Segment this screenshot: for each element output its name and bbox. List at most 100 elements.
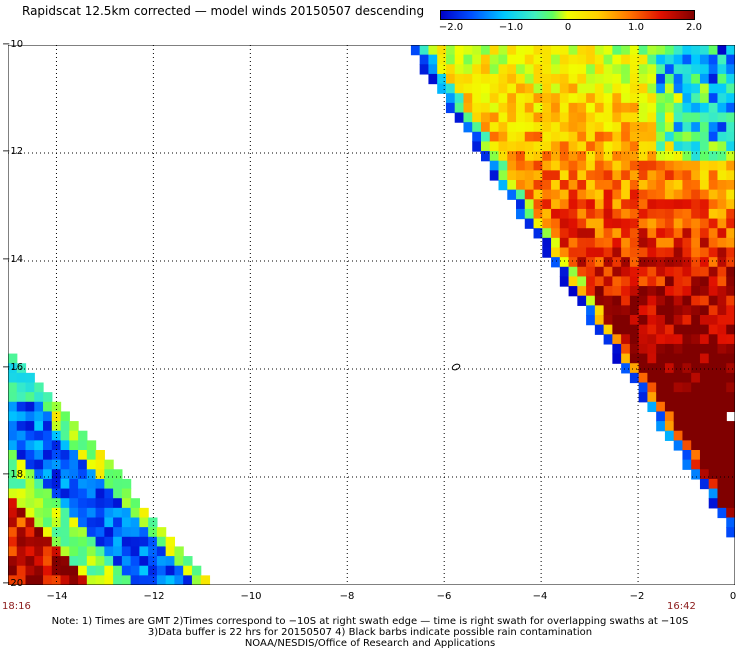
heatmap-cell — [594, 102, 605, 114]
heatmap-cell — [60, 556, 70, 567]
heatmap-cell — [603, 45, 613, 56]
heatmap-cell — [594, 45, 605, 56]
heatmap-cell — [629, 54, 640, 65]
heatmap-cell — [498, 131, 508, 143]
heatmap-cell — [34, 411, 44, 422]
heatmap-cell — [542, 64, 552, 75]
heatmap-cell — [43, 459, 53, 470]
heatmap-cell — [472, 73, 482, 85]
heatmap-cell — [559, 228, 570, 239]
heatmap-cell — [174, 575, 184, 585]
heatmap-cell — [16, 507, 27, 519]
heatmap-cell — [699, 401, 710, 413]
heatmap-cell — [516, 54, 526, 65]
heatmap-cell — [673, 286, 684, 297]
heatmap-cell — [612, 131, 622, 143]
heatmap-cell — [34, 536, 44, 548]
heatmap-cell — [629, 180, 640, 191]
x-tick-label: −4 — [532, 591, 548, 602]
heatmap-cell — [629, 170, 640, 181]
heatmap-cell — [664, 315, 675, 326]
heatmap-cell — [673, 83, 684, 94]
heatmap-cell — [51, 498, 62, 509]
heatmap-cell — [638, 151, 649, 162]
heatmap-cell — [603, 170, 613, 181]
heatmap-cell — [708, 411, 719, 422]
heatmap-cell — [559, 64, 570, 75]
heatmap-cell — [51, 507, 62, 519]
heatmap-cell — [60, 421, 70, 432]
heatmap-cell — [489, 131, 500, 143]
heatmap-cell — [148, 556, 158, 567]
heatmap-cell — [16, 363, 27, 374]
heatmap-cell — [498, 180, 508, 191]
heatmap-cell — [43, 392, 53, 403]
heatmap-cell — [410, 45, 421, 56]
heatmap-cell — [551, 199, 561, 210]
heatmap-cell — [656, 257, 666, 268]
heatmap-cell — [717, 189, 727, 200]
heatmap-cell — [568, 170, 578, 181]
heatmap-cell — [577, 266, 587, 278]
heatmap-cell — [95, 536, 105, 548]
heatmap-cell — [78, 459, 88, 470]
heatmap-cell — [682, 237, 692, 249]
heatmap-cell — [60, 459, 70, 470]
heatmap-cell — [16, 421, 27, 432]
heatmap-cell — [717, 334, 727, 345]
heatmap-cell — [699, 131, 710, 143]
heatmap-cell — [78, 498, 88, 509]
heatmap-cell — [551, 122, 561, 133]
heatmap-cell — [699, 276, 710, 287]
heatmap-cell — [664, 160, 675, 171]
heatmap-cell — [664, 363, 675, 374]
heatmap-cell — [121, 488, 132, 499]
heatmap-cell — [174, 556, 184, 567]
heatmap-cell — [691, 295, 701, 306]
heatmap-cell — [664, 295, 675, 306]
heatmap-cell — [559, 102, 570, 114]
heatmap-cell — [594, 228, 605, 239]
heatmap-cell — [638, 208, 649, 220]
heatmap-cell — [621, 73, 631, 85]
heatmap-cell — [621, 247, 631, 258]
heatmap-cell — [699, 430, 710, 441]
heatmap-cell — [699, 440, 710, 451]
y-tick-label: −12 — [2, 146, 24, 157]
heatmap-cell — [638, 170, 649, 181]
heatmap-cell — [647, 286, 657, 297]
heatmap-cell — [691, 450, 701, 461]
heatmap-cell — [629, 334, 640, 345]
heatmap-cell — [656, 141, 666, 152]
x-tick-label: −8 — [339, 591, 355, 602]
heatmap-cell — [603, 334, 613, 345]
heatmap-cell — [568, 64, 578, 75]
heatmap-cell — [699, 102, 710, 114]
heatmap-cell — [16, 546, 27, 557]
heatmap-cell — [69, 430, 79, 441]
heatmap-cell — [25, 421, 35, 432]
heatmap-cell — [638, 199, 649, 210]
heatmap-cell — [708, 73, 719, 85]
heatmap-cell — [113, 469, 123, 480]
heatmap-cell — [78, 488, 88, 499]
heatmap-cell — [445, 83, 456, 94]
heatmap-cell — [699, 411, 710, 422]
heatmap-cell — [656, 382, 666, 393]
heatmap-cell — [586, 93, 596, 104]
heatmap-cell — [717, 151, 727, 162]
heatmap-cell — [551, 208, 561, 220]
heatmap-cell — [43, 421, 53, 432]
heatmap-cell — [454, 64, 465, 75]
heatmap-cell — [559, 218, 570, 229]
heatmap-cell — [647, 401, 657, 413]
heatmap-cell — [717, 199, 727, 210]
heatmap-cell — [682, 343, 692, 355]
heatmap-cell — [691, 430, 701, 441]
heatmap-cell — [577, 122, 587, 133]
heatmap-cell — [673, 421, 684, 432]
heatmap-cell — [524, 45, 535, 56]
heatmap-cell — [656, 372, 666, 384]
heatmap-cell — [717, 363, 727, 374]
heatmap-cell — [183, 556, 193, 567]
